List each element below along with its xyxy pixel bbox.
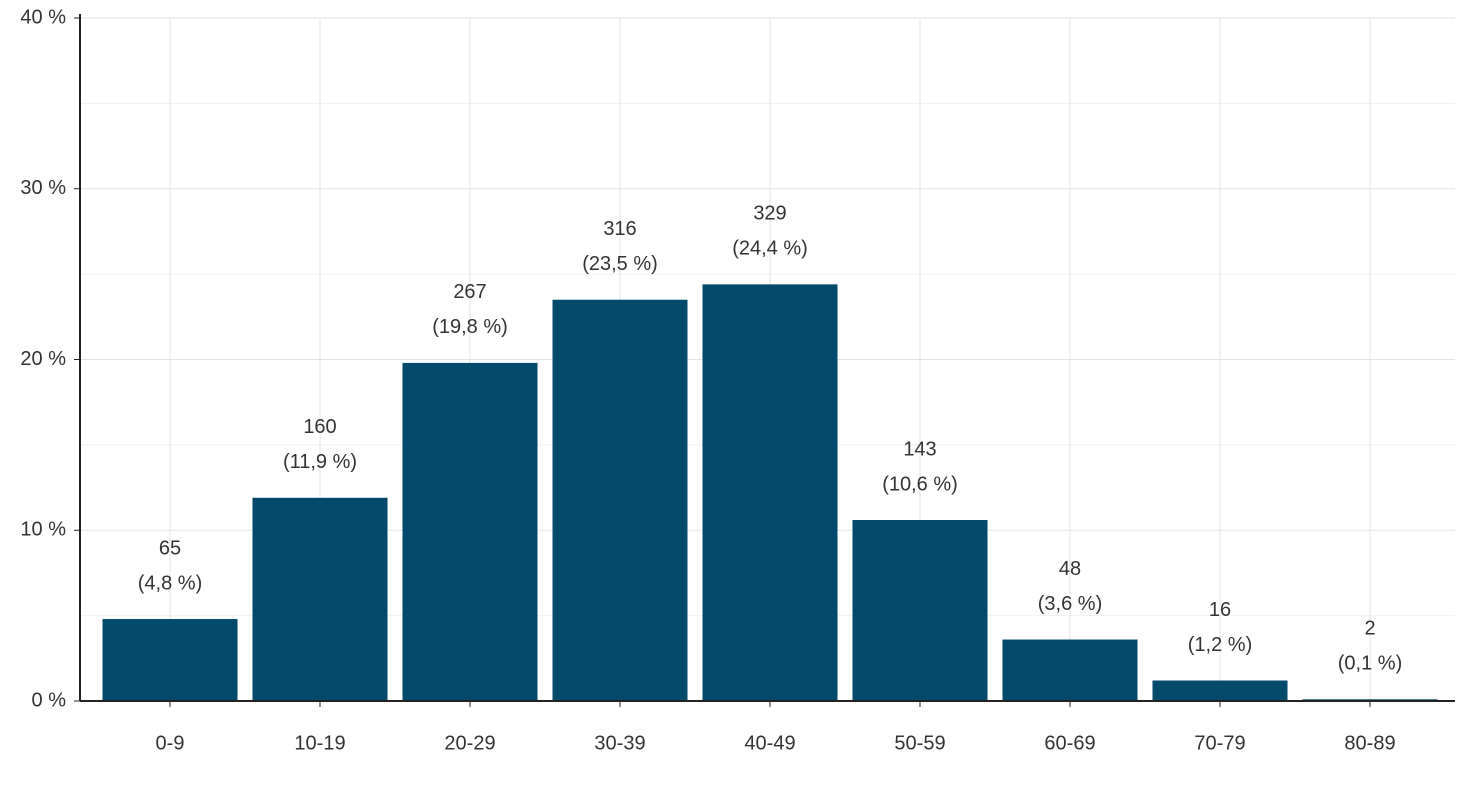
y-tick-label: 20 % bbox=[20, 348, 66, 370]
bar bbox=[1152, 680, 1288, 701]
bar bbox=[702, 284, 838, 701]
x-tick-label: 20-29 bbox=[444, 732, 495, 754]
x-tick-label: 30-39 bbox=[594, 732, 645, 754]
count-label: 267 bbox=[453, 281, 486, 303]
value-label: (24,4 %) bbox=[732, 238, 808, 260]
count-label: 48 bbox=[1059, 558, 1081, 580]
bar bbox=[102, 619, 238, 701]
y-tick-label: 40 % bbox=[20, 6, 66, 28]
value-label: (3,6 %) bbox=[1038, 593, 1102, 615]
count-label: 160 bbox=[303, 416, 336, 438]
count-label: 316 bbox=[603, 218, 636, 240]
count-label: 16 bbox=[1209, 599, 1231, 621]
count-label: 65 bbox=[159, 537, 181, 559]
x-tick-label: 60-69 bbox=[1044, 732, 1095, 754]
value-label: (11,9 %) bbox=[283, 451, 357, 473]
value-label: (19,8 %) bbox=[432, 316, 508, 338]
y-tick-label: 10 % bbox=[20, 519, 66, 541]
value-label: (4,8 %) bbox=[138, 572, 202, 594]
x-tick-label: 70-79 bbox=[1194, 732, 1245, 754]
value-label: (1,2 %) bbox=[1188, 634, 1252, 656]
value-label: (23,5 %) bbox=[582, 253, 658, 275]
y-tick-label: 30 % bbox=[20, 177, 66, 199]
x-tick-label: 0-9 bbox=[156, 732, 185, 754]
x-tick-label: 10-19 bbox=[294, 732, 345, 754]
x-tick-label: 40-49 bbox=[744, 732, 795, 754]
bar bbox=[852, 520, 988, 701]
bar bbox=[552, 299, 688, 701]
count-label: 143 bbox=[903, 438, 936, 460]
y-tick-label: 0 % bbox=[32, 689, 67, 711]
count-label: 2 bbox=[1364, 618, 1375, 640]
bar bbox=[252, 497, 388, 701]
x-tick-label: 50-59 bbox=[894, 732, 945, 754]
count-label: 329 bbox=[753, 203, 786, 225]
value-label: (10,6 %) bbox=[882, 473, 958, 495]
bar bbox=[402, 362, 538, 701]
value-label: (0,1 %) bbox=[1338, 653, 1402, 675]
x-tick-label: 80-89 bbox=[1344, 732, 1395, 754]
bar bbox=[1002, 639, 1138, 701]
